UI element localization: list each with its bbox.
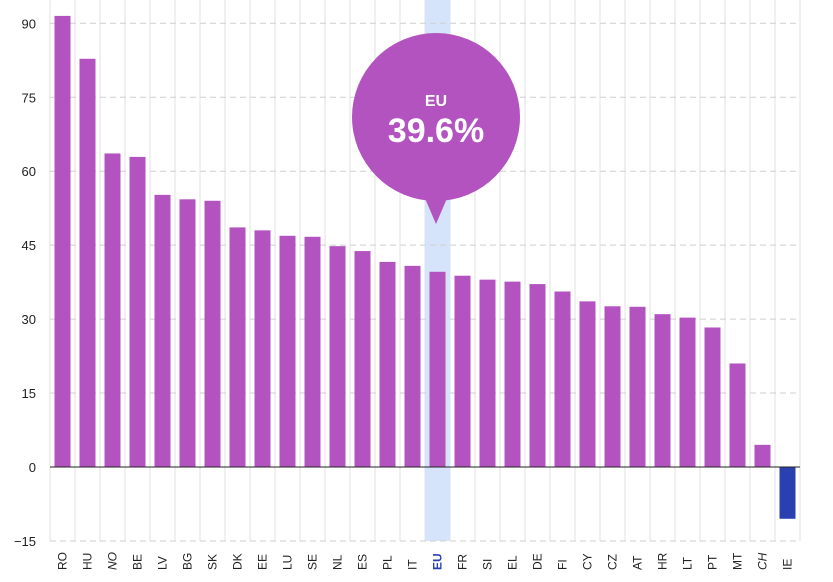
x-tick-label: RO: [56, 552, 70, 570]
bar-it: [404, 265, 421, 467]
y-tick-label: 15: [22, 386, 36, 401]
y-tick-label: 90: [22, 16, 36, 31]
bar-ee: [254, 230, 271, 467]
x-tick-label: AT: [631, 555, 645, 570]
bar-cz: [604, 306, 621, 467]
bar-pt: [704, 327, 721, 467]
x-tick-label: NL: [331, 554, 345, 570]
eu-callout-bubble: EU 39.6%: [352, 33, 520, 224]
bar-sk: [204, 200, 221, 467]
x-tick-label: NO: [106, 552, 120, 570]
x-tick-label: ES: [356, 554, 370, 570]
x-tick-label: BE: [131, 554, 145, 570]
x-tick-label: FI: [556, 559, 570, 570]
x-axis-ticks: RO HU NO BE LV BG SK DK EE LU SE NL ES PL IT EU FR SI EL DE…: [56, 552, 795, 570]
x-tick-label: EL: [506, 555, 520, 570]
x-tick-label: CZ: [606, 554, 620, 570]
bar-mt: [729, 363, 746, 467]
y-axis-ticks: 90 75 60 45 30 15 0 −15: [14, 16, 36, 549]
bar-be: [129, 156, 146, 467]
bar-pl: [379, 261, 396, 467]
y-tick-label: 0: [29, 460, 36, 475]
x-tick-label: BG: [181, 553, 195, 570]
bar-nl: [329, 246, 346, 467]
bars: [54, 15, 796, 519]
bar-fr: [454, 275, 471, 467]
vertical-gridlines: [49, 0, 801, 541]
y-tick-label: 75: [22, 90, 36, 105]
bar-eu: [429, 271, 446, 467]
x-tick-label: DE: [531, 553, 545, 570]
callout-label: EU: [425, 93, 447, 110]
bar-es: [354, 251, 371, 467]
x-tick-label: SE: [306, 554, 320, 570]
x-tick-label: PL: [381, 555, 395, 570]
bar-ch: [754, 444, 771, 467]
bar-lu: [279, 235, 296, 467]
bar-cy: [579, 301, 596, 467]
y-tick-label: 30: [22, 312, 36, 327]
x-tick-label: HR: [656, 552, 670, 570]
x-tick-label: MT: [731, 552, 745, 570]
y-tick-label: −15: [14, 534, 36, 549]
x-tick-label: EE: [256, 554, 270, 570]
x-tick-label: LV: [156, 556, 170, 570]
bar-fi: [554, 291, 571, 467]
x-tick-label: SK: [206, 554, 220, 570]
bar-no: [104, 153, 121, 467]
y-tick-label: 45: [22, 238, 36, 253]
y-tick-label: 60: [22, 164, 36, 179]
bar-se: [304, 236, 321, 467]
x-tick-label: LU: [281, 555, 295, 570]
callout-pointer: [424, 196, 448, 224]
bar-at: [629, 306, 646, 467]
bar-de: [529, 284, 546, 467]
bar-hr: [654, 314, 671, 467]
bar-bg: [179, 199, 196, 467]
x-tick-label: IE: [781, 559, 795, 570]
bar-el: [504, 281, 521, 467]
x-tick-label: IT: [406, 559, 420, 570]
x-tick-label: SI: [481, 559, 495, 570]
x-tick-label: LT: [681, 556, 695, 570]
callout-circle: [352, 33, 520, 201]
callout-value: 39.6%: [388, 112, 484, 150]
bar-hu: [79, 58, 96, 468]
x-tick-label: EU: [431, 553, 445, 570]
bar-lv: [154, 194, 171, 467]
x-tick-label: FR: [456, 554, 470, 570]
bar-ie: [779, 467, 796, 519]
bar-ro: [54, 15, 71, 468]
bar-lt: [679, 317, 696, 467]
x-tick-label: CY: [581, 553, 595, 570]
x-tick-label: CH: [756, 552, 770, 570]
bar-dk: [229, 227, 246, 467]
x-tick-label: DK: [231, 553, 245, 570]
x-tick-label: PT: [706, 554, 720, 570]
x-tick-label: HU: [81, 553, 95, 570]
bar-si: [479, 279, 496, 467]
